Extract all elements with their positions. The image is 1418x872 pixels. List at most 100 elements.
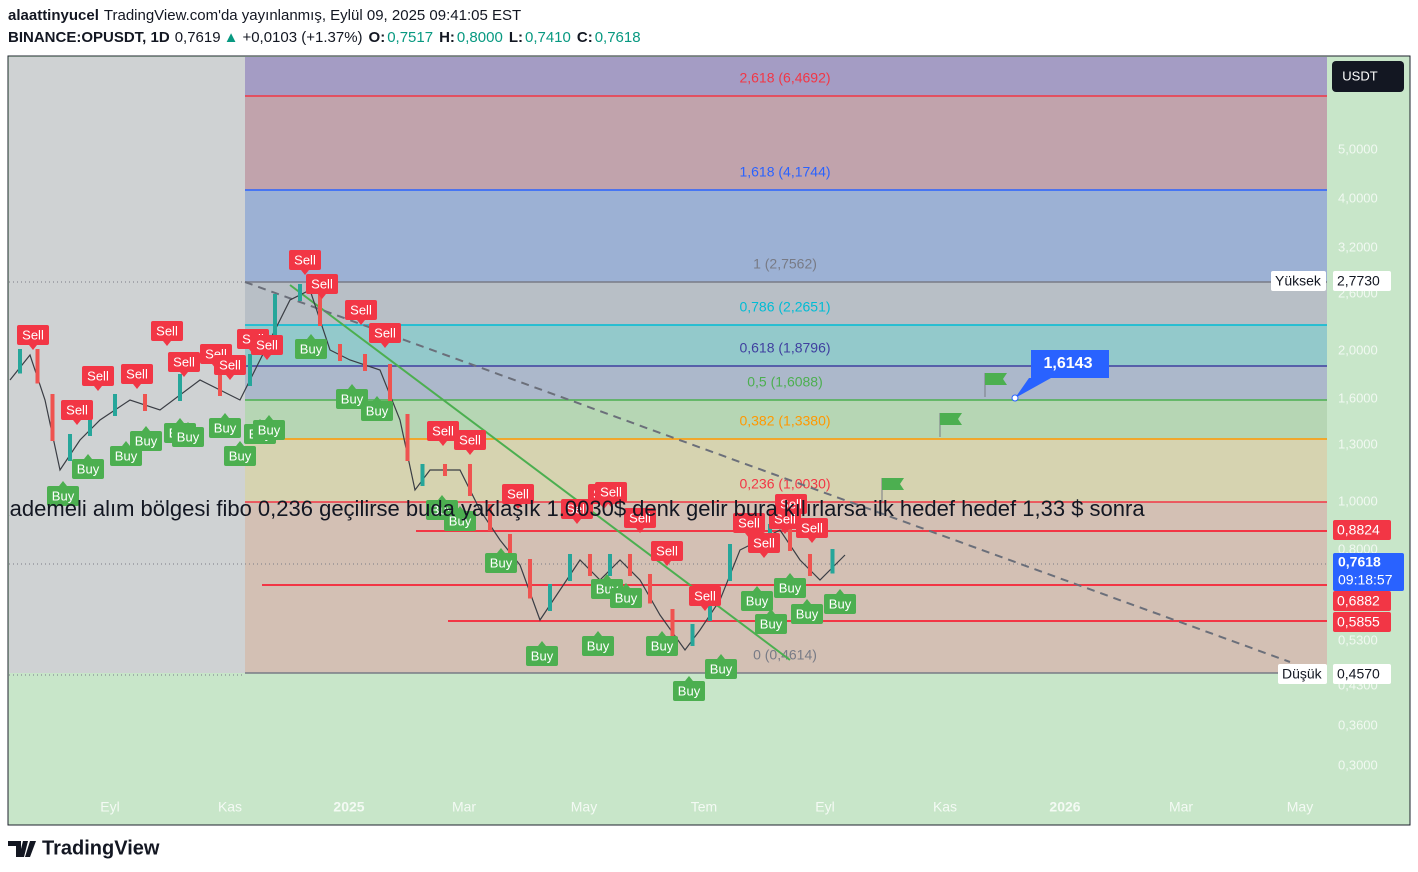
signal-pointer (94, 386, 102, 391)
signal-box (214, 355, 246, 375)
signal-box (502, 484, 534, 504)
published: TradingView.com'da yayınlanmış, Eylül 09… (104, 7, 521, 24)
candle (88, 414, 92, 436)
logo (8, 841, 36, 857)
candle (338, 344, 342, 361)
high-value: 2,7730 (1337, 273, 1380, 289)
signal-pointer (701, 606, 709, 611)
signal-pointer (663, 561, 671, 566)
time-tick: 2026 (1049, 799, 1080, 815)
signal-label: Sell (374, 325, 396, 340)
price-tick: 0,8000 (1338, 541, 1378, 556)
time-tick: Eyl (815, 799, 834, 815)
fib-label: 0,786 (2,2651) (739, 299, 830, 315)
signal-pointer (357, 320, 365, 325)
signal-pointer (622, 583, 630, 588)
signal-label: Buy (366, 403, 389, 418)
r1-bg (1333, 520, 1391, 540)
trend-dashed (244, 281, 1291, 663)
signal-label: Sell (256, 337, 278, 352)
signal-box (306, 274, 338, 294)
signal-pointer (456, 506, 464, 511)
signal-pointer (600, 504, 608, 509)
signal-box (345, 300, 377, 320)
signal-pointer (318, 294, 326, 299)
signal-label: Buy (229, 448, 252, 463)
signal-pointer (84, 454, 92, 459)
signal-box (427, 421, 459, 441)
callout (1015, 350, 1109, 398)
ohlc-label: O: (369, 29, 386, 46)
low-label-bg (1278, 664, 1327, 684)
signal-box (295, 339, 327, 359)
signal-box (705, 659, 737, 679)
signal-box (61, 400, 93, 420)
signal-box (72, 459, 104, 479)
signal-label: Sell (694, 588, 716, 603)
signal-label: Sell (87, 368, 109, 383)
candle (488, 504, 492, 531)
signal-label: Buy (258, 422, 281, 437)
signal-label: Sell (753, 535, 775, 550)
signal-pointer (265, 415, 273, 420)
r1: 0,8824 (1337, 522, 1380, 538)
fib-band (245, 439, 1327, 502)
candle (670, 609, 675, 639)
signal-label: Buy (796, 606, 819, 621)
signal-label: Sell (22, 327, 44, 342)
signal-label: Sell (600, 484, 622, 499)
candle (405, 414, 410, 461)
signal-label: Sell (350, 302, 372, 317)
signal-pointer (180, 372, 188, 377)
candle (708, 594, 712, 621)
signal-pointer (307, 334, 315, 339)
signal-pointer (466, 450, 474, 455)
ohlc-value: 0,7517 (387, 29, 433, 46)
signal-pointer (594, 631, 602, 636)
signal-pointer (263, 355, 271, 360)
fib-label: 0,382 (1,3380) (739, 413, 830, 429)
flag (882, 478, 904, 490)
time-tick: Kas (218, 799, 242, 815)
low-value-bg (1333, 664, 1391, 684)
signal-box (172, 427, 204, 447)
ohlc-value: 0,7410 (525, 29, 571, 46)
signal-box (733, 513, 765, 533)
time-tick: Tem (691, 799, 717, 815)
signal-pointer (803, 599, 811, 604)
candle (248, 354, 252, 386)
signal-pointer (658, 631, 666, 636)
signal-box (791, 604, 823, 624)
currency-button[interactable] (1332, 61, 1404, 92)
low-value: 0,4570 (1337, 666, 1380, 682)
signal-pointer (133, 384, 141, 389)
signal-label: Buy (651, 638, 674, 653)
signal-label: Buy (135, 433, 158, 448)
footer-brand: TradingView (42, 837, 160, 859)
fib-band (245, 282, 1327, 325)
signal-pointer (373, 396, 381, 401)
signal-label: Sell (66, 402, 88, 417)
candle (648, 574, 652, 604)
signal-label: Buy (746, 593, 769, 608)
signal-label: Sell (432, 423, 454, 438)
signal-pointer (717, 654, 725, 659)
fib-label: 0,618 (1,8796) (739, 340, 830, 356)
signal-box (253, 420, 285, 440)
price-tick: 5,0000 (1338, 141, 1378, 156)
signal-pointer (573, 519, 581, 524)
candle (788, 524, 792, 551)
signal-pointer (348, 384, 356, 389)
signal-label: Buy (77, 461, 100, 476)
candle (273, 294, 277, 336)
signal-label: Sell (656, 543, 678, 558)
signal-pointer (808, 538, 816, 543)
signal-box (824, 594, 856, 614)
signal-label: Buy (115, 448, 138, 463)
signal-pointer (122, 441, 130, 446)
candle (218, 374, 222, 396)
fib-label: 1 (2,7562) (753, 256, 817, 272)
signal-box (774, 578, 806, 598)
signal-pointer (836, 589, 844, 594)
